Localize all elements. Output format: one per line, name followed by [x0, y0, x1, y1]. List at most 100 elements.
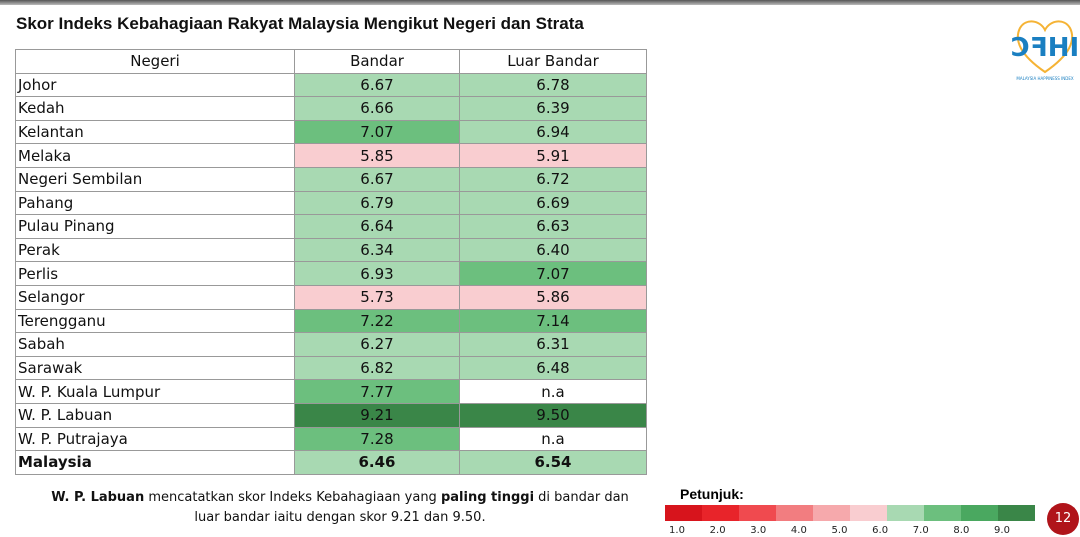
state-cell: Malaysia	[15, 450, 295, 475]
state-cell: Terengganu	[15, 308, 295, 334]
state-cell: Selangor	[15, 284, 295, 310]
table-row: Sarawak 6.82 6.48	[15, 355, 647, 381]
score-cell: 6.40	[459, 237, 647, 263]
score-cell: 6.79	[294, 190, 460, 216]
legend-swatch	[961, 505, 998, 521]
logo-heart	[1016, 20, 1074, 74]
logo: ƆꟻHI MALAYSIA HAPPINESS INDEX	[1011, 20, 1079, 81]
score-cell: 7.22	[294, 308, 460, 334]
table-row: Malaysia 6.46 6.54	[15, 450, 647, 475]
table-row: Kedah 6.66 6.39	[15, 96, 647, 121]
state-cell: Sarawak	[15, 355, 295, 381]
table-row: W. P. Kuala Lumpur 7.77 n.a	[15, 379, 647, 404]
score-cell: 6.67	[294, 72, 460, 98]
legend-swatch	[702, 505, 739, 521]
state-cell: W. P. Putrajaya	[15, 426, 295, 452]
note-part: di bandar dan luar bandar iaitu dengan s…	[194, 490, 629, 525]
state-cell: Johor	[15, 72, 295, 98]
note-part: paling tinggi	[440, 490, 535, 505]
legend-title: Petunjuk:	[680, 486, 744, 502]
score-cell: 7.28	[294, 426, 460, 452]
score-cell: n.a	[459, 426, 647, 452]
score-cell: 6.64	[294, 214, 460, 239]
table-row: Negeri Sembilan 6.67 6.72	[15, 166, 647, 192]
legend-swatch	[998, 505, 1035, 521]
score-cell: 6.27	[294, 332, 460, 357]
score-cell: 9.50	[459, 402, 647, 428]
score-cell: 7.07	[459, 261, 647, 286]
table-row: Johor 6.67 6.78	[15, 72, 647, 98]
legend-swatch	[813, 505, 850, 521]
state-cell: Pulau Pinang	[15, 214, 295, 239]
legend-tick-label: 9.0	[994, 525, 1010, 536]
top-bar	[0, 0, 1080, 5]
page-number: 12	[1047, 503, 1079, 535]
score-cell: 6.48	[459, 355, 647, 381]
legend: 1.0 2.0 3.0 4.0 5.0 6.0 7.0 8.0 9.0	[665, 505, 1035, 536]
logo-mark: ƆꟻHI	[1011, 33, 1079, 63]
column-header: Luar Bandar	[459, 49, 647, 74]
legend-tick-label: 6.0	[872, 525, 888, 536]
score-cell: 6.54	[459, 450, 647, 475]
state-cell: Kedah	[15, 96, 295, 121]
score-cell: 9.21	[294, 402, 460, 428]
legend-swatch	[739, 505, 776, 521]
state-cell: Perak	[15, 237, 295, 263]
score-cell: 6.72	[459, 166, 647, 192]
legend-swatch	[887, 505, 924, 521]
score-cell: 6.31	[459, 332, 647, 357]
legend-tick-label: 3.0	[750, 525, 766, 536]
state-cell: W. P. Labuan	[15, 402, 295, 428]
score-cell: 5.73	[294, 284, 460, 310]
table-row: Pulau Pinang 6.64 6.63	[15, 214, 647, 239]
legend-tick-label: 2.0	[710, 525, 726, 536]
state-cell: Sabah	[15, 332, 295, 357]
score-cell: 6.63	[459, 214, 647, 239]
legend-tick-label: 7.0	[913, 525, 929, 536]
table-row: Perlis 6.93 7.07	[15, 261, 647, 286]
score-cell: 6.67	[294, 166, 460, 192]
legend-tick-label: 4.0	[791, 525, 807, 536]
score-cell: 6.94	[459, 119, 647, 145]
state-cell: Pahang	[15, 190, 295, 216]
data-table: Negeri Bandar Luar Bandar Johor 6.67 6.78 Keda…	[15, 49, 647, 475]
legend-swatch	[665, 505, 702, 521]
legend-tick-label: 8.0	[953, 525, 969, 536]
column-header: Negeri	[15, 49, 295, 74]
score-cell: 6.34	[294, 237, 460, 263]
score-cell: 5.91	[459, 143, 647, 168]
score-cell: 7.77	[294, 379, 460, 404]
score-cell: 6.93	[294, 261, 460, 286]
state-cell: Perlis	[15, 261, 295, 286]
title: Skor Indeks Kebahagiaan Rakyat Malaysia …	[16, 14, 584, 33]
score-cell: 6.82	[294, 355, 460, 381]
score-cell: 6.78	[459, 72, 647, 98]
table-row: Melaka 5.85 5.91	[15, 143, 647, 168]
score-cell: 5.86	[459, 284, 647, 310]
score-cell: 6.46	[294, 450, 460, 475]
note-part: W. P. Labuan	[51, 490, 145, 505]
state-cell: Melaka	[15, 143, 295, 168]
note-part: mencatatkan skor Indeks Kebahagiaan yang	[144, 490, 441, 505]
table-row: W. P. Putrajaya 7.28 n.a	[15, 426, 647, 452]
state-cell: W. P. Kuala Lumpur	[15, 379, 295, 404]
score-cell: 6.66	[294, 96, 460, 121]
score-cell: 6.39	[459, 96, 647, 121]
score-cell: 6.69	[459, 190, 647, 216]
legend-swatch	[776, 505, 813, 521]
table-row: Kelantan 7.07 6.94	[15, 119, 647, 145]
table-row: Pahang 6.79 6.69	[15, 190, 647, 216]
state-cell: Negeri Sembilan	[15, 166, 295, 192]
legend-tick-label: 5.0	[832, 525, 848, 536]
table-row: Selangor 5.73 5.86	[15, 284, 647, 310]
table-row: Sabah 6.27 6.31	[15, 332, 647, 357]
legend-swatch	[850, 505, 887, 521]
score-cell: n.a	[459, 379, 647, 404]
table-row: Terengganu 7.22 7.14	[15, 308, 647, 334]
logo-text: MALAYSIA HAPPINESS INDEX	[1016, 76, 1074, 81]
legend-swatch	[924, 505, 961, 521]
state-cell: Kelantan	[15, 119, 295, 145]
score-cell: 5.85	[294, 143, 460, 168]
score-cell: 7.14	[459, 308, 647, 334]
